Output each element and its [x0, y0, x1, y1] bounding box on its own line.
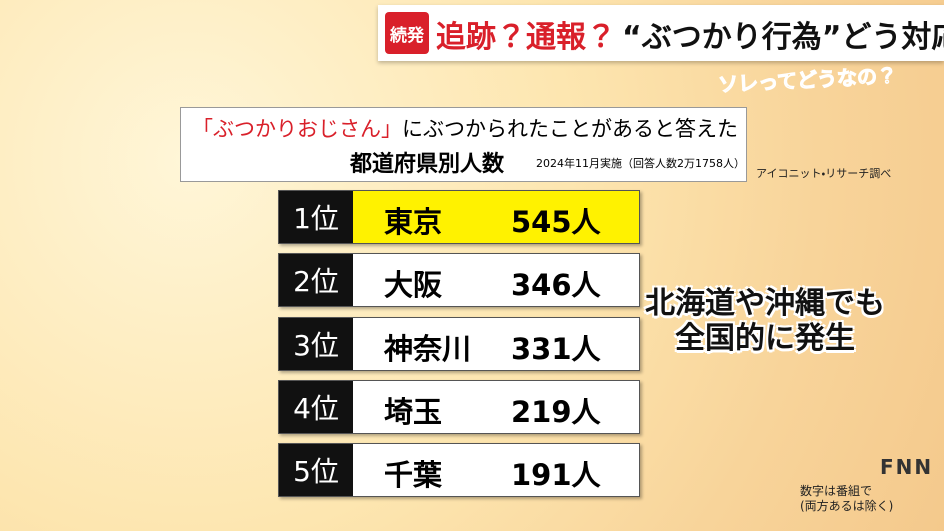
- count: 331人: [511, 332, 601, 366]
- table-title-line: 都道府県別人数: [350, 152, 505, 177]
- logo: FNN: [880, 455, 934, 479]
- rank: 5位: [279, 444, 353, 496]
- highlight: 「ぶつかりおじさん」: [192, 117, 402, 141]
- source: アイコニット・リサーチ調べ: [756, 167, 892, 180]
- prefecture: 大阪: [384, 268, 443, 302]
- ranking-row: 4位 埼玉 219人: [278, 380, 640, 434]
- prefecture: 東京: [384, 205, 443, 239]
- ranking-row: 5位 千葉 191人: [278, 443, 640, 497]
- count: 346人: [511, 268, 601, 302]
- footnote: 数字は番組で: [800, 484, 873, 498]
- caption: 全国的に発生: [675, 321, 855, 356]
- footnote: (両方あるは除く): [800, 499, 894, 513]
- ranking-row: 3位 神奈川 331人: [278, 317, 640, 371]
- title-red: 追跡？通報？: [436, 20, 616, 55]
- caption: 北海道や沖縄でも: [645, 286, 885, 321]
- table-title-line: 「ぶつかりおじさん」にぶつかられたことがあると答えた: [192, 113, 738, 143]
- title-black: “ぶつかり行為”どう対応: [622, 20, 944, 55]
- prefecture: 神奈川: [384, 332, 472, 366]
- count: 191人: [511, 458, 601, 492]
- ranking-row: 2位 大阪 346人: [278, 253, 640, 307]
- text: にぶつかられたことがあると答えた: [402, 117, 738, 141]
- banner: [378, 5, 944, 61]
- prefecture: 千葉: [384, 458, 443, 492]
- survey-note: 2024年11月実施（回答人数2万1758人）: [536, 157, 745, 170]
- rank: 3位: [279, 318, 353, 370]
- ranking-row: 1位 東京 545人: [278, 190, 640, 244]
- table-title-box: [180, 107, 747, 182]
- count: 219人: [511, 395, 601, 429]
- badge: 続発: [385, 12, 429, 54]
- count: 545人: [511, 205, 601, 239]
- rank: 2位: [279, 254, 353, 306]
- rank: 4位: [279, 381, 353, 433]
- rank: 1位: [279, 191, 353, 243]
- prefecture: 埼玉: [384, 395, 443, 429]
- corner-logo: ソレってどうなの？: [717, 63, 898, 97]
